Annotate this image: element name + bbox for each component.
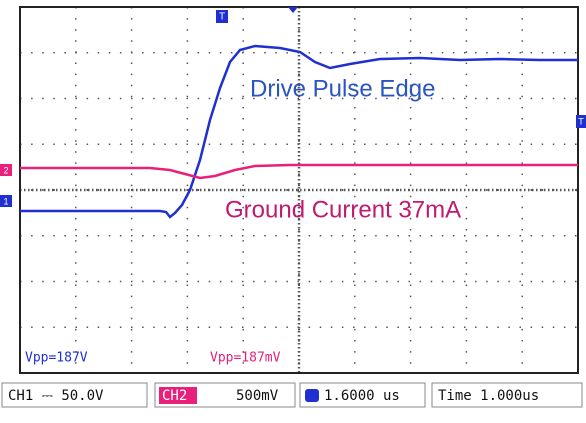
trigger-marker: [216, 10, 228, 23]
ch2-highlight: [159, 387, 197, 404]
ch2-marker: [0, 164, 12, 176]
trigger-icon: [305, 389, 319, 402]
ch2-measurement: Vpp=187mV: [210, 351, 281, 366]
time-box: [431, 382, 583, 408]
ch1-marker-label: 1: [3, 196, 8, 206]
drive-label: Drive Pulse Edge: [250, 75, 435, 102]
timebase: Time 1.000us: [438, 388, 539, 404]
ch2-trace: [20, 163, 578, 180]
ground-label: Ground Current 37mA: [225, 196, 461, 223]
ch1-measurement: Vpp=187V: [25, 351, 88, 366]
trigger-level-label: T: [578, 116, 584, 126]
ch2-marker-label: 2: [3, 165, 8, 175]
ch1-trace: [20, 44, 578, 219]
position-marker: [288, 7, 298, 13]
ch1-scale: CH1 ⎓ 50.0V: [8, 388, 104, 404]
trigger-box: [299, 382, 426, 408]
status-bar: CH1 ⎓ 50.0V CH2 500mV 1.6000 us Time 1.0…: [1, 382, 583, 408]
trigger-marker-label: T: [219, 12, 225, 23]
ch1-marker: [0, 195, 12, 207]
trigger-position: 1.6000 us: [324, 388, 400, 404]
trigger-level-marker: [576, 115, 586, 128]
ch1-box: [1, 382, 148, 408]
ch2-scale: 500mV: [236, 388, 279, 404]
screen-border: [19, 6, 579, 374]
ch2-name: CH2: [162, 388, 187, 404]
